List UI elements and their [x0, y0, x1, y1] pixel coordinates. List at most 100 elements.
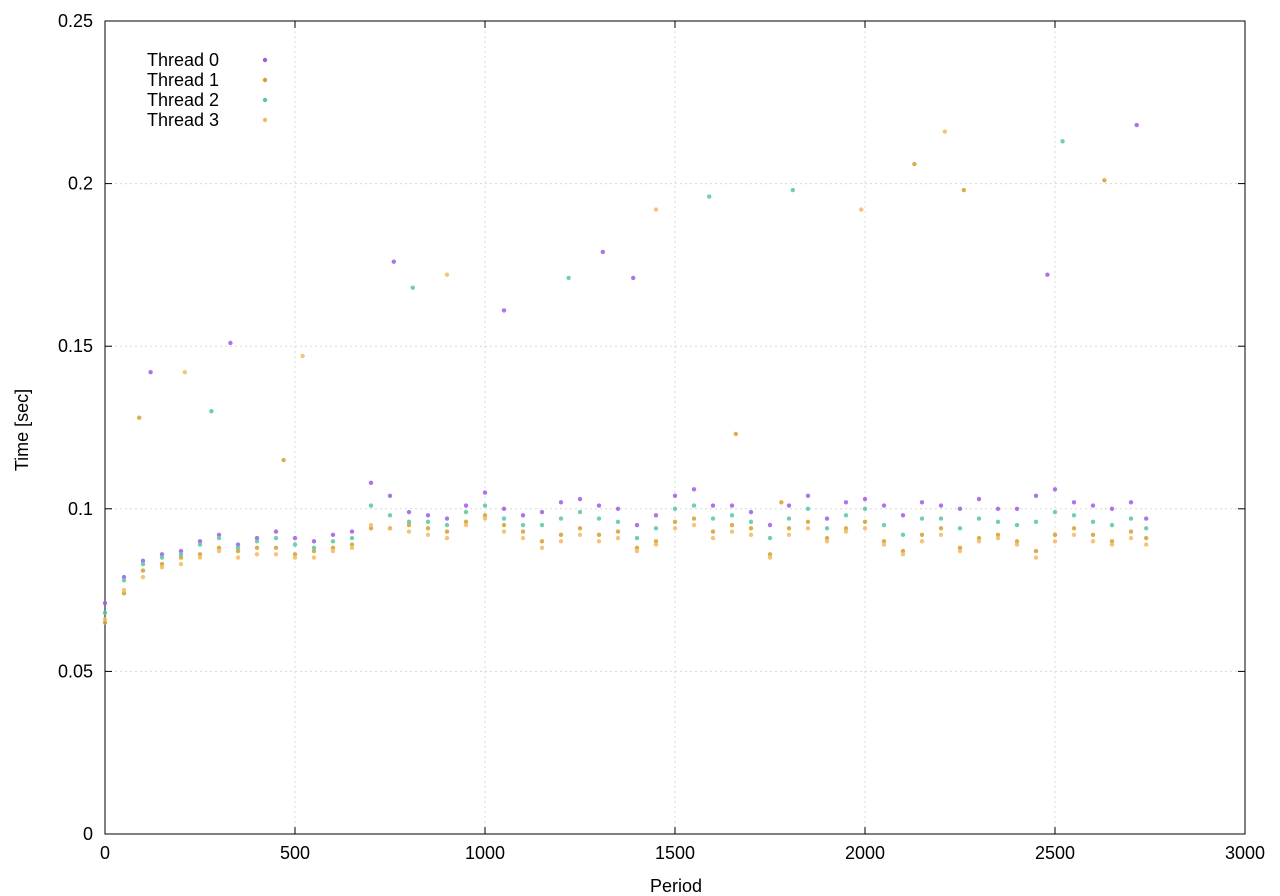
thread-1-point	[596, 532, 602, 538]
thread-2-point	[976, 516, 982, 521]
legend-marker-thread-2	[262, 97, 268, 103]
thread-3-point	[862, 526, 868, 531]
thread-2-point	[1033, 519, 1039, 525]
thread-0-point	[653, 513, 659, 518]
thread-1-point	[995, 532, 1001, 538]
thread-1-point	[140, 568, 146, 573]
thread-1-point	[691, 516, 697, 521]
thread-3-point	[577, 532, 583, 538]
thread-0-point	[748, 509, 754, 515]
legend-marker-thread-0	[262, 57, 268, 63]
thread-2-point	[691, 503, 697, 508]
thread-1-point	[1128, 529, 1134, 534]
thread-0-point	[615, 506, 621, 511]
thread-0-point	[102, 600, 108, 606]
thread-2-point	[843, 513, 849, 518]
thread-2-point	[121, 578, 127, 583]
thread-3-point	[1144, 542, 1149, 547]
thread-0-point	[1128, 500, 1134, 505]
thread-1-point	[577, 526, 583, 531]
y-tick-label: 0.2	[68, 174, 93, 194]
thread-1-point	[779, 500, 784, 505]
thread-3-point	[691, 522, 697, 528]
thread-0-point	[178, 548, 184, 554]
thread-0-point	[368, 480, 374, 485]
thread-1-point	[539, 539, 545, 544]
thread-3-point	[824, 539, 830, 544]
thread-3-point	[729, 529, 735, 534]
thread-1-point	[938, 526, 944, 531]
thread-3-point	[805, 526, 811, 531]
thread-1-point	[976, 535, 982, 541]
thread-3-point	[292, 555, 298, 560]
thread-3-point	[501, 529, 507, 534]
thread-2-point	[710, 516, 716, 521]
thread-3-point	[463, 522, 469, 528]
thread-1-point	[862, 519, 868, 525]
thread-3-point	[1090, 539, 1096, 544]
thread-0-point	[900, 513, 906, 518]
thread-1-point	[843, 526, 849, 531]
thread-1-point	[957, 545, 963, 551]
thread-1-point	[425, 526, 431, 531]
thread-3-point	[387, 526, 393, 531]
thread-0-point	[391, 259, 396, 264]
thread-1-point	[961, 187, 966, 193]
thread-0-point	[1090, 503, 1096, 508]
thread-3-point	[653, 207, 659, 212]
thread-1-point	[482, 513, 488, 518]
thread-1-point	[1014, 539, 1020, 544]
thread-0-point	[140, 558, 146, 564]
thread-1-point	[330, 545, 336, 551]
thread-1-point	[1144, 535, 1149, 541]
thread-1-point	[824, 535, 830, 541]
thread-2-point	[881, 522, 887, 528]
y-tick-label: 0.1	[68, 499, 93, 519]
thread-2-point	[1060, 139, 1065, 144]
legend-label-thread-0: Thread 0	[147, 50, 219, 70]
thread-3-point	[900, 552, 906, 557]
thread-2-point	[566, 275, 571, 281]
thread-1-point	[748, 526, 754, 531]
thread-2-point	[425, 519, 431, 525]
thread-1-point	[159, 561, 165, 567]
thread-0-point	[631, 275, 636, 281]
thread-0-point	[425, 513, 431, 518]
thread-2-point	[102, 610, 108, 616]
thread-1-point	[178, 555, 184, 560]
thread-2-point	[1109, 522, 1115, 528]
thread-2-point	[197, 542, 203, 547]
thread-3-point	[859, 207, 864, 212]
thread-0-point	[862, 496, 868, 502]
thread-2-point	[482, 503, 488, 508]
thread-3-point	[615, 535, 621, 541]
thread-1-point	[1071, 526, 1077, 531]
thread-1-point	[102, 620, 108, 625]
thread-2-point	[1014, 522, 1020, 528]
thread-1-point	[1090, 532, 1096, 538]
thread-1-point	[349, 542, 355, 547]
thread-3-point	[273, 552, 279, 557]
thread-2-point	[862, 506, 868, 511]
x-axis-label: Period	[650, 876, 702, 896]
thread-3-point	[178, 561, 184, 567]
thread-3-point	[235, 555, 241, 560]
thread-2-point	[463, 509, 469, 515]
thread-3-point	[1128, 535, 1134, 541]
x-tick-label: 1000	[465, 843, 505, 863]
thread-3-point	[444, 535, 450, 541]
thread-2-point	[805, 506, 811, 511]
thread-1-point	[444, 529, 450, 534]
thread-1-point	[1109, 539, 1115, 544]
thread-0-point	[786, 503, 792, 508]
thread-1-point	[786, 526, 792, 531]
thread-1-point	[520, 529, 526, 534]
thread-2-point	[767, 535, 773, 541]
thread-0-point	[881, 503, 887, 508]
thread-0-point	[330, 532, 336, 538]
thread-2-point	[254, 539, 260, 544]
grid-lines	[104, 20, 1246, 835]
thread-2-point	[1128, 516, 1134, 521]
